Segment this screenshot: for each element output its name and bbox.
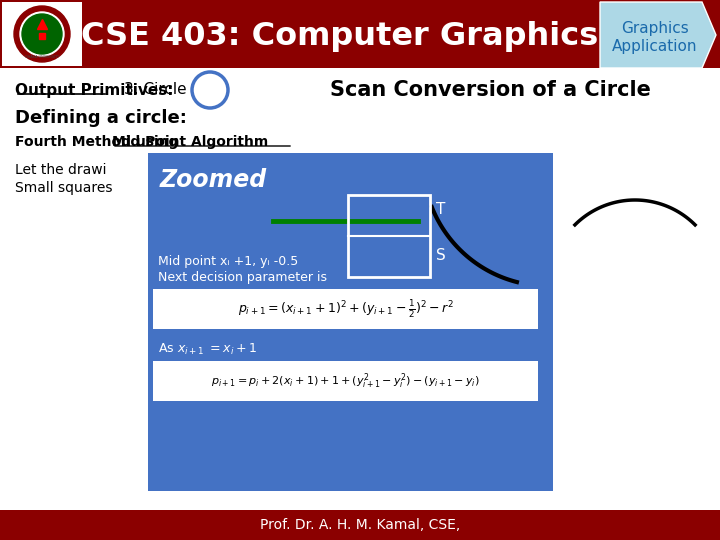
Text: T: T [436,201,446,217]
FancyBboxPatch shape [153,361,538,401]
Text: S: S [436,247,446,262]
Text: DHAKA UNIVERSITY: DHAKA UNIVERSITY [24,55,59,59]
Circle shape [22,14,62,54]
FancyBboxPatch shape [153,289,538,329]
Text: Let the drawi: Let the drawi [15,163,107,177]
Text: Next decision parameter is: Next decision parameter is [158,271,327,284]
Text: As $x_{i+1}$ $=x_i+1$: As $x_{i+1}$ $=x_i+1$ [158,341,257,356]
Text: Mid Point Algorithm: Mid Point Algorithm [112,135,269,149]
Circle shape [14,6,70,62]
Text: $p_{i+1} = (x_{i+1} + 1)^2 + (y_{i+1} - \frac{1}{2})^2 - r^2$: $p_{i+1} = (x_{i+1} + 1)^2 + (y_{i+1} - … [238,298,454,320]
Text: Application: Application [612,38,698,53]
Text: 3. Circle: 3. Circle [124,83,186,98]
Text: Output Primitives:: Output Primitives: [15,83,174,98]
Circle shape [12,4,72,64]
Text: Mid point xᵢ +1, yᵢ -0.5: Mid point xᵢ +1, yᵢ -0.5 [158,254,298,267]
Circle shape [20,12,64,56]
FancyBboxPatch shape [0,510,720,540]
FancyBboxPatch shape [148,153,553,491]
FancyBboxPatch shape [2,2,82,66]
Text: Fourth Method using: Fourth Method using [15,135,184,149]
Polygon shape [600,2,716,68]
Text: $p_{i+1} = p_i + 2(x_i + 1) + 1 + (y_{i+1}^2 - y_i^2) - (y_{i+1} - y_i)$: $p_{i+1} = p_i + 2(x_i + 1) + 1 + (y_{i+… [211,371,480,391]
Text: Zoomed: Zoomed [160,168,267,192]
Text: Prof. Dr. A. H. M. Kamal, CSE,: Prof. Dr. A. H. M. Kamal, CSE, [260,518,460,532]
Text: Scan Conversion of a Circle: Scan Conversion of a Circle [330,80,650,100]
Text: Graphics: Graphics [621,21,689,36]
Text: Defining a circle:: Defining a circle: [15,109,187,127]
FancyBboxPatch shape [0,0,720,68]
Text: CSE 403: Computer Graphics: CSE 403: Computer Graphics [81,21,598,51]
Text: Small squares: Small squares [15,181,112,195]
